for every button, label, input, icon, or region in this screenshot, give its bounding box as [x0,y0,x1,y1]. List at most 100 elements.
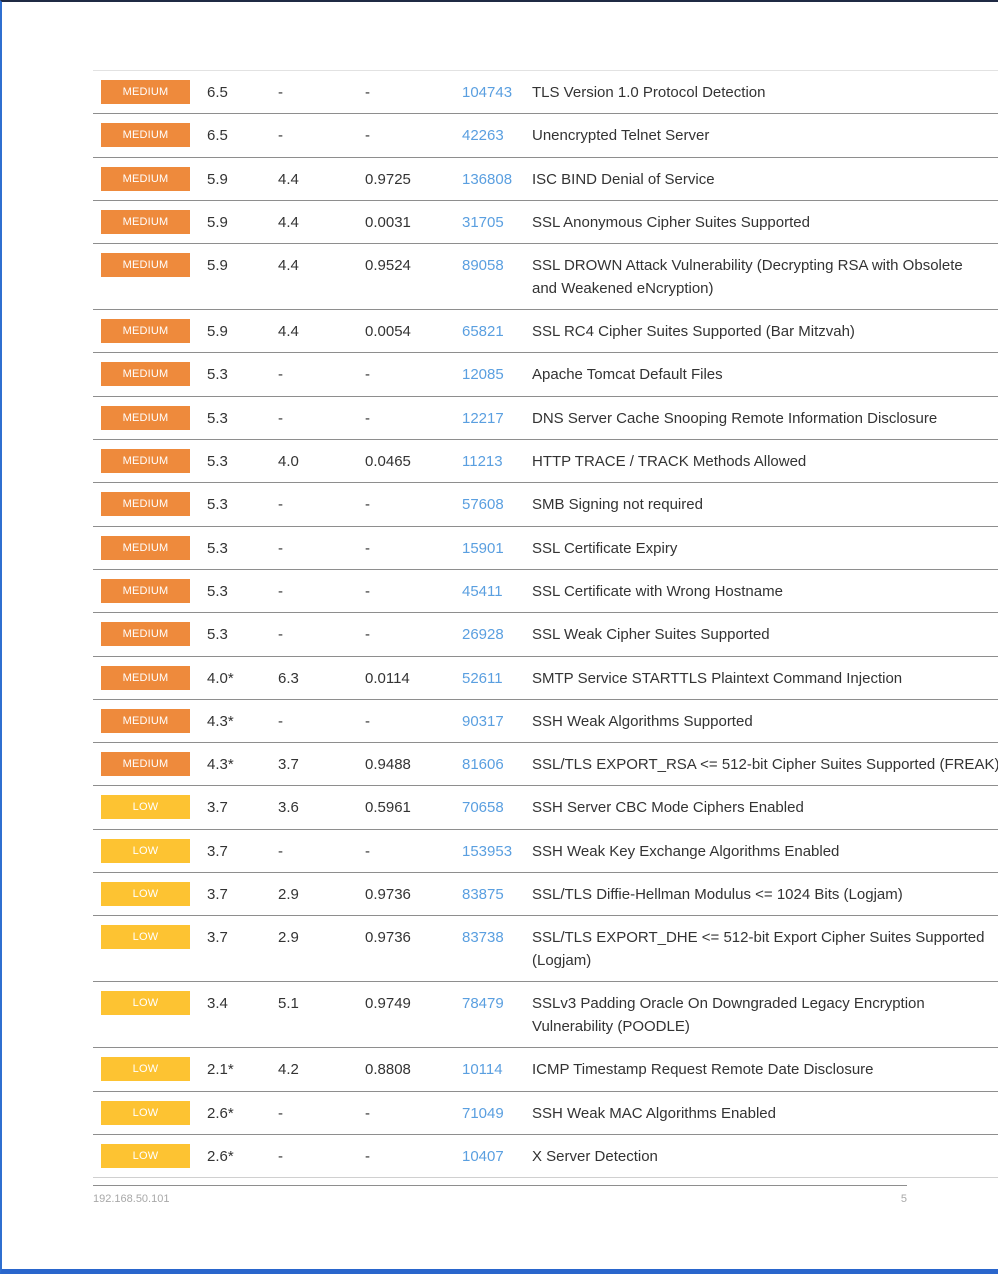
plugin-id-link[interactable]: 83875 [462,886,504,904]
vulnerability-name: DNS Server Cache Snooping Remote Informa… [532,407,998,430]
epss-score: 0.9524 [365,257,411,275]
vulnerability-name-line: SSH Weak Key Exchange Algorithms Enabled [532,842,840,860]
vulnerability-name-line: SSL Certificate Expiry [532,539,678,557]
plugin-id-link[interactable]: 70658 [462,799,504,817]
cvss-v2-score: - [278,496,283,514]
cvss-v3-score: 5.3 [207,626,228,644]
epss-score: 0.0465 [365,453,411,471]
vulnerability-name-line: SSLv3 Padding Oracle On Downgraded Legac… [532,995,925,1013]
table-row: MEDIUM 5.3 - - 12085 Apache Tomcat Default Fi… [93,353,998,397]
cvss-v3-score: 5.9 [207,323,228,341]
table-row: LOW 3.7 2.9 0.9736 83738 SSL/TLS EXPORT_DHE <… [93,916,998,983]
epss-score: - [365,84,370,101]
row-divider [93,525,998,527]
plugin-id-link[interactable]: 83738 [462,929,504,947]
epss-score: 0.9725 [365,170,411,188]
plugin-id-link[interactable]: 10407 [462,1147,504,1165]
table-row: LOW 2.6* - - 10407 X Server Detection [93,1135,998,1179]
row-divider [93,482,998,484]
row-divider [93,309,998,311]
cvss-v3-score: 5.3 [207,582,228,600]
cvss-v3-score: 6.5 [207,127,228,145]
cvss-v3-score: 5.9 [207,213,228,231]
table-row: MEDIUM 6.5 - - 104743 TLS Version 1.0 Protoco… [93,71,998,115]
severity-badge: MEDIUM [101,319,190,344]
epss-score: 0.9736 [365,886,411,904]
table-row: LOW 3.7 3.6 0.5961 70658 SSH Server CBC Mode … [93,786,998,830]
plugin-id-link[interactable]: 90317 [462,712,504,730]
plugin-id-link[interactable]: 65821 [462,323,504,341]
severity-badge: MEDIUM [101,362,190,387]
plugin-id-link[interactable]: 10114 [462,1061,503,1079]
plugin-id-link[interactable]: 26928 [462,626,504,644]
row-divider [93,915,998,917]
vulnerability-name: SSL Weak Cipher Suites Supported [532,623,998,646]
row-divider [93,1177,998,1179]
plugin-id-link[interactable]: 89058 [462,257,504,275]
severity-badge: LOW [101,882,190,907]
plugin-id-link[interactable]: 11213 [462,453,503,471]
epss-score: - [365,1147,370,1165]
epss-score: 0.5961 [365,799,411,817]
cvss-v3-score: 6.5 [207,84,228,101]
vulnerability-name-line: DNS Server Cache Snooping Remote Informa… [532,409,938,427]
row-divider [93,156,998,158]
severity-badge: MEDIUM [101,752,190,777]
plugin-id-link[interactable]: 71049 [462,1104,504,1122]
plugin-id-link[interactable]: 12217 [462,409,504,427]
vulnerability-name-line: SSL/TLS EXPORT_RSA <= 512-bit Cipher Sui… [532,756,998,774]
plugin-id-link[interactable]: 31705 [462,213,504,231]
plugin-id-link[interactable]: 42263 [462,127,504,145]
row-divider [93,981,998,983]
severity-badge: LOW [101,838,190,863]
vulnerability-name: TLS Version 1.0 Protocol Detection [532,81,998,104]
cvss-v3-score: 2.6* [207,1147,234,1165]
cvss-v3-score: 5.3 [207,409,228,427]
plugin-id-link[interactable]: 45411 [462,582,503,600]
plugin-id-link[interactable]: 136808 [462,170,513,188]
severity-badge: LOW [101,1100,190,1125]
plugin-id-link[interactable]: 57608 [462,496,504,514]
table-row: MEDIUM 5.9 4.4 0.9725 136808 ISC BIND Denial … [93,158,998,201]
epss-score: - [365,582,370,600]
vulnerability-name-line: ICMP Timestamp Request Remote Date Discl… [532,1061,874,1079]
vulnerability-name: SSH Weak Algorithms Supported [532,710,998,733]
plugin-id-link[interactable]: 78479 [462,995,504,1013]
table-row: MEDIUM 5.3 - - 57608 SMB Signing not required [93,483,998,527]
vulnerability-name: SSH Weak Key Exchange Algorithms Enabled [532,840,998,863]
cvss-v2-score: 3.6 [278,799,299,817]
plugin-id-link[interactable]: 81606 [462,756,504,774]
row-divider [93,1090,998,1092]
vulnerability-name: ICMP Timestamp Request Remote Date Discl… [532,1058,998,1081]
vulnerability-name: SSL Certificate with Wrong Hostname [532,580,998,603]
cvss-v2-score: 2.9 [278,929,299,947]
cvss-v2-score: - [278,84,283,101]
severity-badge: MEDIUM [101,80,190,104]
vulnerability-name-line: Vulnerability (POODLE) [532,1018,690,1036]
plugin-id-link[interactable]: 153953 [462,842,513,860]
cvss-v2-score: - [278,582,283,600]
severity-badge: LOW [101,1143,190,1168]
vulnerability-name: SSLv3 Padding Oracle On Downgraded Legac… [532,992,998,1038]
vulnerability-name: HTTP TRACE / TRACK Methods Allowed [532,450,998,473]
epss-score: - [365,127,370,145]
table-row: MEDIUM 5.3 - - 15901 SSL Certificate Expiry [93,527,998,570]
epss-score: - [365,409,370,427]
plugin-id-link[interactable]: 15901 [462,539,504,557]
severity-badge: LOW [101,1057,190,1082]
footer-page-number: 5 [900,1193,907,1205]
epss-score: - [365,539,370,557]
cvss-v2-score: - [278,1104,283,1122]
vulnerability-name-line: ISC BIND Denial of Service [532,170,715,188]
plugin-id-link[interactable]: 52611 [462,669,503,687]
vulnerability-name-line: SSL DROWN Attack Vulnerability (Decrypti… [532,257,963,275]
footer-host-ip: 192.168.50.101 [93,1193,170,1205]
plugin-id-link[interactable]: 104743 [462,84,513,101]
vulnerability-name: SSL/TLS Diffie-Hellman Modulus <= 1024 B… [532,883,998,906]
vulnerability-name-line: SMTP Service STARTTLS Plaintext Command … [532,669,903,687]
cvss-v3-score: 2.1* [207,1061,234,1079]
table-row: MEDIUM 5.3 - - 45411 SSL Certificate with Wro… [93,570,998,614]
vulnerability-name: SMB Signing not required [532,493,998,516]
plugin-id-link[interactable]: 12085 [462,366,504,384]
